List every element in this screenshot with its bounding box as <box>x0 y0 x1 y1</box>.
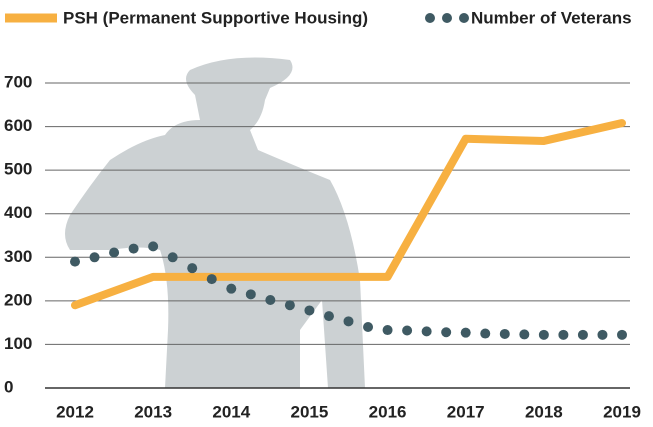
data-point <box>519 329 529 339</box>
y-tick-label: 600 <box>4 116 32 135</box>
y-tick-label: 0 <box>4 377 13 396</box>
x-tick-label: 2016 <box>369 402 407 421</box>
legend-swatch <box>459 13 469 23</box>
data-point <box>187 263 197 273</box>
data-point <box>500 329 510 339</box>
data-point <box>70 257 80 267</box>
data-point <box>402 325 412 335</box>
y-tick-label: 100 <box>4 334 32 353</box>
x-tick-label: 2019 <box>603 402 641 421</box>
y-tick-label: 400 <box>4 203 32 222</box>
data-point <box>207 274 217 284</box>
x-tick-label: 2015 <box>291 402 329 421</box>
data-point <box>129 244 139 254</box>
data-point <box>226 284 236 294</box>
y-tick-label: 300 <box>4 247 32 266</box>
y-tick-label: 700 <box>4 72 32 91</box>
x-tick-label: 2014 <box>212 402 250 421</box>
y-tick-label: 200 <box>4 290 32 309</box>
legend-label: Number of Veterans <box>471 8 632 27</box>
data-point <box>617 330 627 340</box>
legend-swatch <box>425 13 435 23</box>
data-point <box>265 295 275 305</box>
x-tick-label: 2018 <box>525 402 563 421</box>
data-point <box>578 330 588 340</box>
legend-swatch <box>442 13 452 23</box>
x-tick-label: 2012 <box>56 402 94 421</box>
data-point <box>558 330 568 340</box>
data-point <box>539 330 549 340</box>
data-point <box>344 316 354 326</box>
data-point <box>324 311 334 321</box>
x-tick-label: 2013 <box>134 402 172 421</box>
data-point <box>383 325 393 335</box>
data-point <box>461 328 471 338</box>
soldier-silhouette <box>65 58 365 388</box>
data-point <box>168 252 178 262</box>
data-point <box>480 329 490 339</box>
chart: 0 100 200 300 400 500 600 700 2012 2013 2014 2015 20… <box>0 0 653 427</box>
data-point <box>90 252 100 262</box>
data-point <box>363 322 373 332</box>
data-point <box>441 327 451 337</box>
data-point <box>285 300 295 310</box>
data-point <box>246 289 256 299</box>
data-point <box>422 326 432 336</box>
y-tick-label: 500 <box>4 160 32 179</box>
legend-label: PSH (Permanent Supportive Housing) <box>63 8 368 27</box>
data-point <box>597 330 607 340</box>
data-point <box>304 305 314 315</box>
data-point <box>109 247 119 257</box>
data-point <box>148 241 158 251</box>
x-tick-label: 2017 <box>447 402 485 421</box>
